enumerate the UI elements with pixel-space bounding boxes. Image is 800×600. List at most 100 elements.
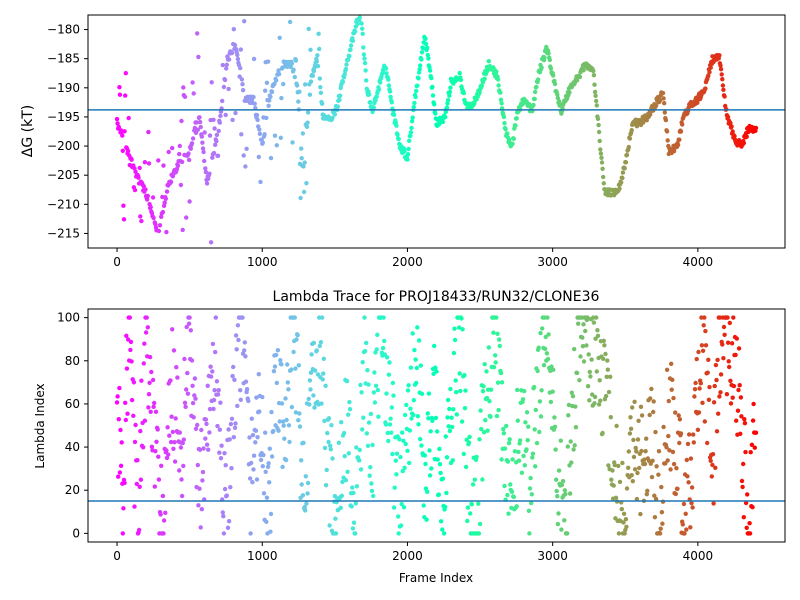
data-point (123, 71, 128, 76)
data-point (427, 448, 432, 453)
data-point (126, 115, 131, 121)
data-point (263, 88, 268, 93)
data-point (401, 438, 406, 443)
data-point (265, 464, 271, 469)
data-point (680, 122, 685, 127)
data-point (741, 461, 746, 467)
data-point (183, 404, 188, 409)
data-point (361, 415, 366, 420)
data-point (705, 370, 710, 375)
data-point (403, 441, 408, 447)
data-point (296, 418, 301, 423)
data-point (362, 60, 368, 66)
data-point (430, 93, 436, 98)
data-point (592, 394, 598, 400)
data-point (172, 459, 178, 464)
data-point (226, 427, 231, 432)
data-point (705, 440, 710, 446)
data-point (178, 445, 184, 450)
data-point (493, 353, 498, 358)
data-point (703, 328, 708, 334)
data-point (433, 111, 438, 116)
data-point (274, 78, 279, 83)
data-point (228, 485, 233, 490)
data-point (235, 323, 241, 328)
data-point (458, 388, 463, 394)
data-point (257, 409, 262, 414)
data-point (718, 63, 723, 68)
data-point (454, 390, 459, 395)
data-point (555, 494, 560, 499)
data-point (267, 480, 272, 485)
data-point (484, 395, 490, 401)
data-point (459, 316, 464, 321)
data-point (418, 436, 423, 442)
data-point (244, 146, 249, 151)
data-point (203, 166, 208, 171)
data-point (264, 519, 269, 524)
x-tick-label: 2000 (392, 255, 423, 269)
data-point (380, 345, 386, 351)
data-point (120, 133, 125, 138)
data-point (297, 89, 302, 94)
data-point (408, 365, 414, 370)
data-point (719, 72, 724, 77)
data-point (726, 359, 731, 364)
bottom-y-axis: 0 20 40 60 80 100 (57, 311, 88, 540)
data-point (521, 453, 526, 459)
data-point (650, 458, 655, 463)
data-point (207, 406, 213, 412)
data-point (297, 424, 303, 429)
data-point (688, 525, 693, 530)
data-point (370, 442, 375, 448)
data-point (742, 421, 748, 426)
data-point (584, 343, 589, 348)
data-point (423, 41, 429, 47)
data-point (285, 380, 290, 385)
data-point (479, 83, 484, 88)
data-point (191, 91, 196, 96)
data-point (197, 447, 203, 452)
data-point (181, 463, 186, 469)
data-point (389, 100, 394, 105)
data-point (548, 66, 554, 71)
data-point (272, 133, 278, 138)
data-point (462, 406, 468, 411)
data-point (156, 158, 161, 163)
data-point (189, 141, 195, 146)
data-point (514, 504, 519, 509)
data-point (530, 451, 536, 456)
data-point (271, 428, 276, 434)
data-point (440, 119, 446, 125)
data-point (747, 521, 752, 526)
data-point (737, 383, 742, 388)
data-point (186, 321, 192, 326)
data-point (318, 90, 324, 96)
data-point (727, 364, 732, 370)
data-point (182, 94, 188, 100)
data-point (244, 387, 250, 392)
data-point (408, 133, 413, 138)
data-point (481, 384, 486, 389)
data-point (601, 174, 606, 180)
data-point (516, 449, 521, 455)
data-point (316, 31, 321, 36)
data-point (591, 73, 597, 78)
data-point (319, 401, 324, 406)
data-point (345, 469, 350, 474)
data-point (385, 430, 390, 436)
data-point (350, 485, 355, 490)
data-point (743, 500, 749, 506)
data-point (203, 417, 209, 422)
data-point (264, 115, 269, 121)
y-tick-label: 0 (72, 526, 80, 540)
data-point (706, 357, 711, 362)
data-point (718, 372, 724, 377)
data-point (642, 457, 647, 462)
data-point (548, 399, 554, 405)
data-point (118, 463, 124, 468)
data-point (572, 443, 577, 448)
y-tick-label: −185 (47, 52, 80, 66)
data-point (485, 68, 490, 73)
data-point (499, 380, 505, 385)
